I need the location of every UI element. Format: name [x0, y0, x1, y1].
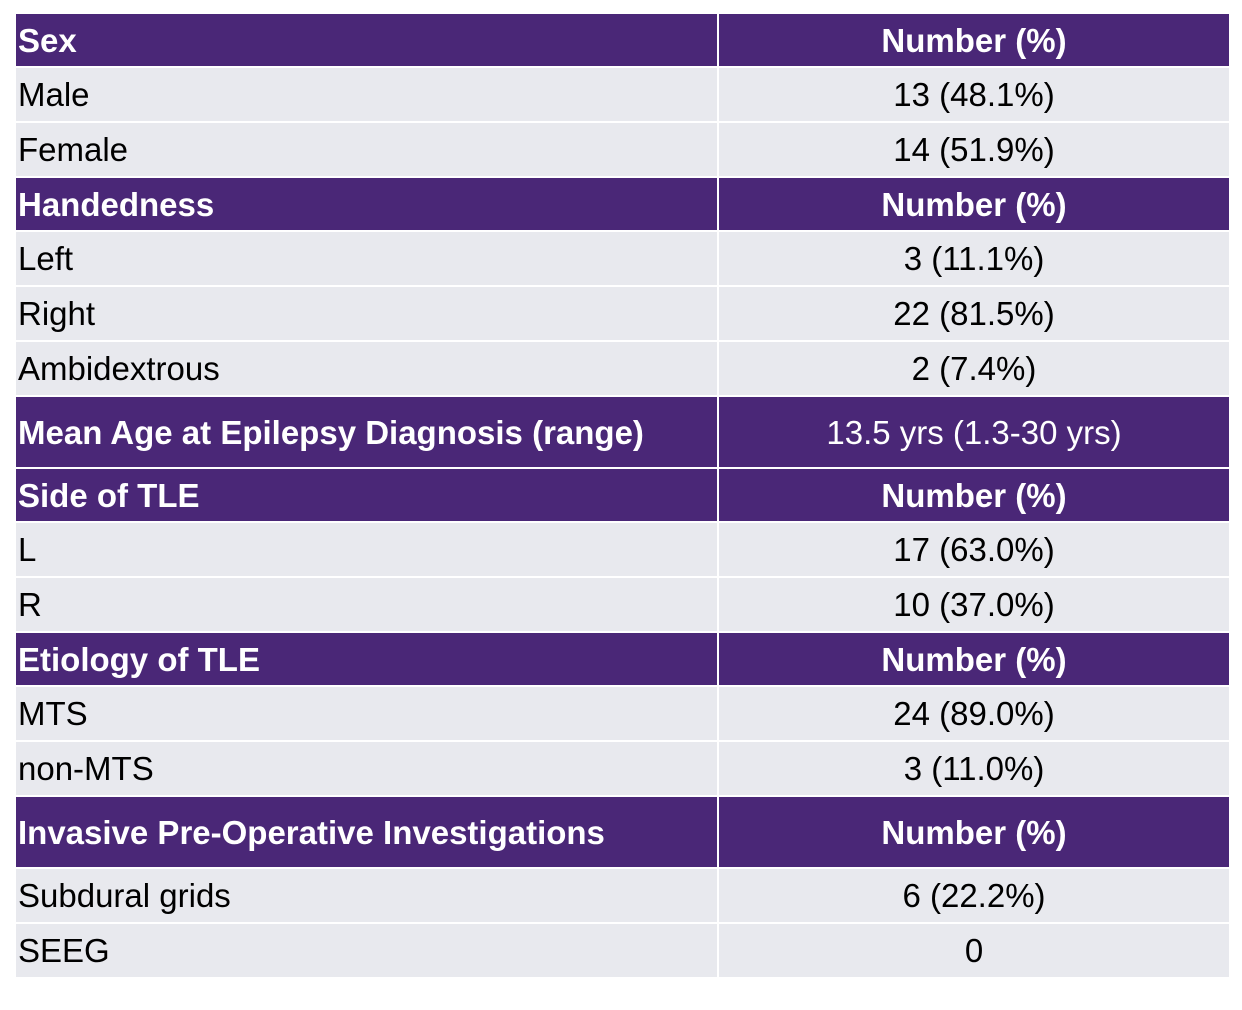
section-header: Etiology of TLE: [14, 631, 719, 687]
row-value: 24 (89.0%): [717, 685, 1231, 742]
value-header: Number (%): [717, 467, 1231, 523]
row-label: Male: [14, 66, 719, 123]
table-row: L 17 (63.0%): [14, 521, 1231, 578]
row-label: L: [14, 521, 719, 578]
value-header: Number (%): [717, 631, 1231, 687]
row-label: SEEG: [14, 922, 719, 979]
row-label: Subdural grids: [14, 867, 719, 924]
value-header: Number (%): [717, 176, 1231, 232]
table-row: SEEG 0: [14, 922, 1231, 979]
demographics-table: Sex Number (%) Male 13 (48.1%) Female 14…: [14, 12, 1231, 979]
row-value: 10 (37.0%): [717, 576, 1231, 633]
row-label: Right: [14, 285, 719, 342]
table-row: R 10 (37.0%): [14, 576, 1231, 633]
table-row: Left 3 (11.1%): [14, 230, 1231, 287]
table-row: Male 13 (48.1%): [14, 66, 1231, 123]
section-header: Handedness: [14, 176, 719, 232]
section-header-row: Invasive Pre-Operative Investigations Nu…: [14, 795, 1231, 869]
table-row: Ambidextrous 2 (7.4%): [14, 340, 1231, 397]
row-label: MTS: [14, 685, 719, 742]
row-label: Ambidextrous: [14, 340, 719, 397]
section-header-row: Mean Age at Epilepsy Diagnosis (range) 1…: [14, 395, 1231, 469]
section-header-row: Etiology of TLE Number (%): [14, 631, 1231, 687]
section-header-row: Side of TLE Number (%): [14, 467, 1231, 523]
row-label: Left: [14, 230, 719, 287]
table-row: Subdural grids 6 (22.2%): [14, 867, 1231, 924]
table-row: Female 14 (51.9%): [14, 121, 1231, 178]
section-header-row: Handedness Number (%): [14, 176, 1231, 232]
value-header: Number (%): [717, 795, 1231, 869]
section-header: Sex: [14, 12, 719, 68]
table-row: non-MTS 3 (11.0%): [14, 740, 1231, 797]
row-value: 3 (11.1%): [717, 230, 1231, 287]
row-value: 6 (22.2%): [717, 867, 1231, 924]
row-label: non-MTS: [14, 740, 719, 797]
row-value: 0: [717, 922, 1231, 979]
row-label: Female: [14, 121, 719, 178]
table-row: MTS 24 (89.0%): [14, 685, 1231, 742]
row-value: 13 (48.1%): [717, 66, 1231, 123]
mean-age-value: 13.5 yrs (1.3-30 yrs): [717, 395, 1231, 469]
section-header-row: Sex Number (%): [14, 12, 1231, 68]
row-value: 2 (7.4%): [717, 340, 1231, 397]
row-value: 17 (63.0%): [717, 521, 1231, 578]
section-header: Mean Age at Epilepsy Diagnosis (range): [14, 395, 719, 469]
section-header: Invasive Pre-Operative Investigations: [14, 795, 719, 869]
section-header: Side of TLE: [14, 467, 719, 523]
row-value: 22 (81.5%): [717, 285, 1231, 342]
value-header: Number (%): [717, 12, 1231, 68]
table-row: Right 22 (81.5%): [14, 285, 1231, 342]
row-value: 3 (11.0%): [717, 740, 1231, 797]
row-value: 14 (51.9%): [717, 121, 1231, 178]
row-label: R: [14, 576, 719, 633]
